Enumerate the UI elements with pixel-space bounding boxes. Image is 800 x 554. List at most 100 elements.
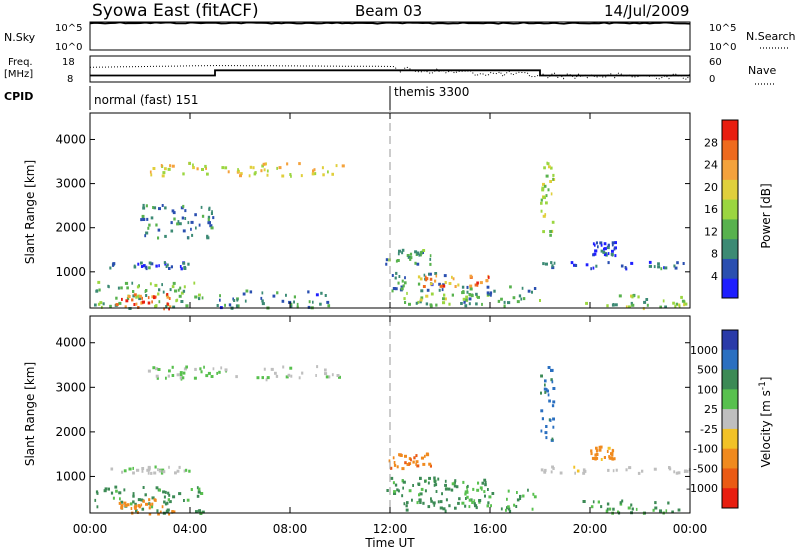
range-cell xyxy=(466,495,469,499)
range-cell xyxy=(415,460,419,464)
range-cell xyxy=(606,450,609,453)
range-cell xyxy=(94,498,97,502)
range-cell xyxy=(161,505,164,509)
velocity-heatmap xyxy=(94,365,691,516)
range-cell xyxy=(429,282,433,286)
range-cell xyxy=(147,471,150,475)
range-cell xyxy=(164,502,168,506)
range-cell xyxy=(425,302,429,306)
range-cell xyxy=(194,367,197,371)
range-cell xyxy=(413,456,416,460)
range-cell xyxy=(540,201,543,205)
range-cell xyxy=(395,259,398,263)
range-cell xyxy=(196,167,199,171)
range-cell xyxy=(559,471,563,475)
freq-panel xyxy=(89,55,691,83)
range-cell xyxy=(324,372,328,376)
range-cell xyxy=(544,390,547,394)
range-cell xyxy=(500,297,503,301)
range-cell xyxy=(401,494,404,498)
range-cell xyxy=(428,272,430,276)
range-cell xyxy=(541,186,545,190)
colorbar-segment xyxy=(722,488,738,509)
range-cell xyxy=(682,262,685,265)
range-cell xyxy=(168,512,171,516)
range-cell xyxy=(405,504,408,508)
range-cell xyxy=(296,302,299,306)
range-cell xyxy=(507,489,510,493)
freq-tick-top: 18 xyxy=(62,57,75,68)
range-cell xyxy=(190,488,193,491)
range-cell xyxy=(429,272,432,276)
range-cell xyxy=(540,409,544,413)
range-cell xyxy=(552,173,555,177)
range-cell xyxy=(170,221,173,225)
range-cell xyxy=(204,164,207,168)
velocity-colorbar: 1000 500 100 25 -25 -100 -500 -1000 xyxy=(686,329,739,509)
range-cell xyxy=(159,510,162,514)
range-cell xyxy=(190,220,194,224)
range-cell xyxy=(132,290,135,293)
range-cell xyxy=(146,217,149,221)
range-cell xyxy=(298,162,301,166)
range-cell xyxy=(176,373,180,377)
range-cell xyxy=(546,161,548,165)
range-cell xyxy=(233,299,236,302)
range-cell xyxy=(129,502,133,506)
range-cell xyxy=(219,294,221,298)
range-cell xyxy=(452,277,455,281)
range-cell xyxy=(667,501,670,505)
range-cell xyxy=(289,173,292,176)
range-cell xyxy=(181,376,185,380)
station-title: Syowa East (fitACF) xyxy=(92,1,259,21)
range-cell xyxy=(172,211,176,215)
range-cell xyxy=(604,247,607,251)
range-cell xyxy=(615,468,618,472)
range-cell xyxy=(544,262,548,266)
range-cell xyxy=(148,498,151,502)
range-cell xyxy=(407,255,411,259)
range-cell xyxy=(208,207,211,211)
range-cell xyxy=(681,299,685,303)
freq-tick-bottom: 8 xyxy=(67,74,73,85)
range-cell xyxy=(423,273,426,277)
range-cell xyxy=(469,287,473,291)
range-cell xyxy=(272,294,276,298)
range-cell xyxy=(434,272,438,275)
y-tick-label: 3000 xyxy=(55,177,86,191)
range-cell xyxy=(468,302,471,306)
colorbar-tick-label: 16 xyxy=(704,203,718,216)
colorbar-tick-label: 25 xyxy=(704,403,718,416)
range-cell xyxy=(126,297,130,300)
range-cell xyxy=(261,376,264,380)
range-cell xyxy=(625,305,628,309)
range-cell xyxy=(516,491,518,494)
range-cell xyxy=(412,460,415,464)
range-cell xyxy=(406,291,408,295)
range-cell xyxy=(543,387,547,391)
colorbar-tick-label: 20 xyxy=(704,181,718,194)
range-cell xyxy=(550,166,553,170)
range-cell xyxy=(570,261,574,265)
range-cell xyxy=(147,296,150,300)
range-cell xyxy=(182,204,185,208)
range-cell xyxy=(97,280,101,284)
velocity-y-axis: 1000 2000 3000 4000 xyxy=(55,336,690,483)
range-cell xyxy=(440,500,443,504)
range-cell xyxy=(490,293,492,297)
range-cell xyxy=(316,365,319,369)
range-cell xyxy=(314,172,317,176)
range-cell xyxy=(442,507,446,511)
range-cell xyxy=(180,267,183,271)
range-cell xyxy=(136,468,140,472)
range-cell xyxy=(582,468,586,472)
range-cell xyxy=(154,465,157,469)
range-cell xyxy=(574,471,576,475)
range-cell xyxy=(424,479,426,483)
range-cell xyxy=(481,302,483,306)
range-cell xyxy=(462,480,465,484)
range-cell xyxy=(443,297,447,301)
range-cell xyxy=(185,304,189,308)
range-cell xyxy=(335,164,338,168)
range-cell xyxy=(417,282,421,286)
